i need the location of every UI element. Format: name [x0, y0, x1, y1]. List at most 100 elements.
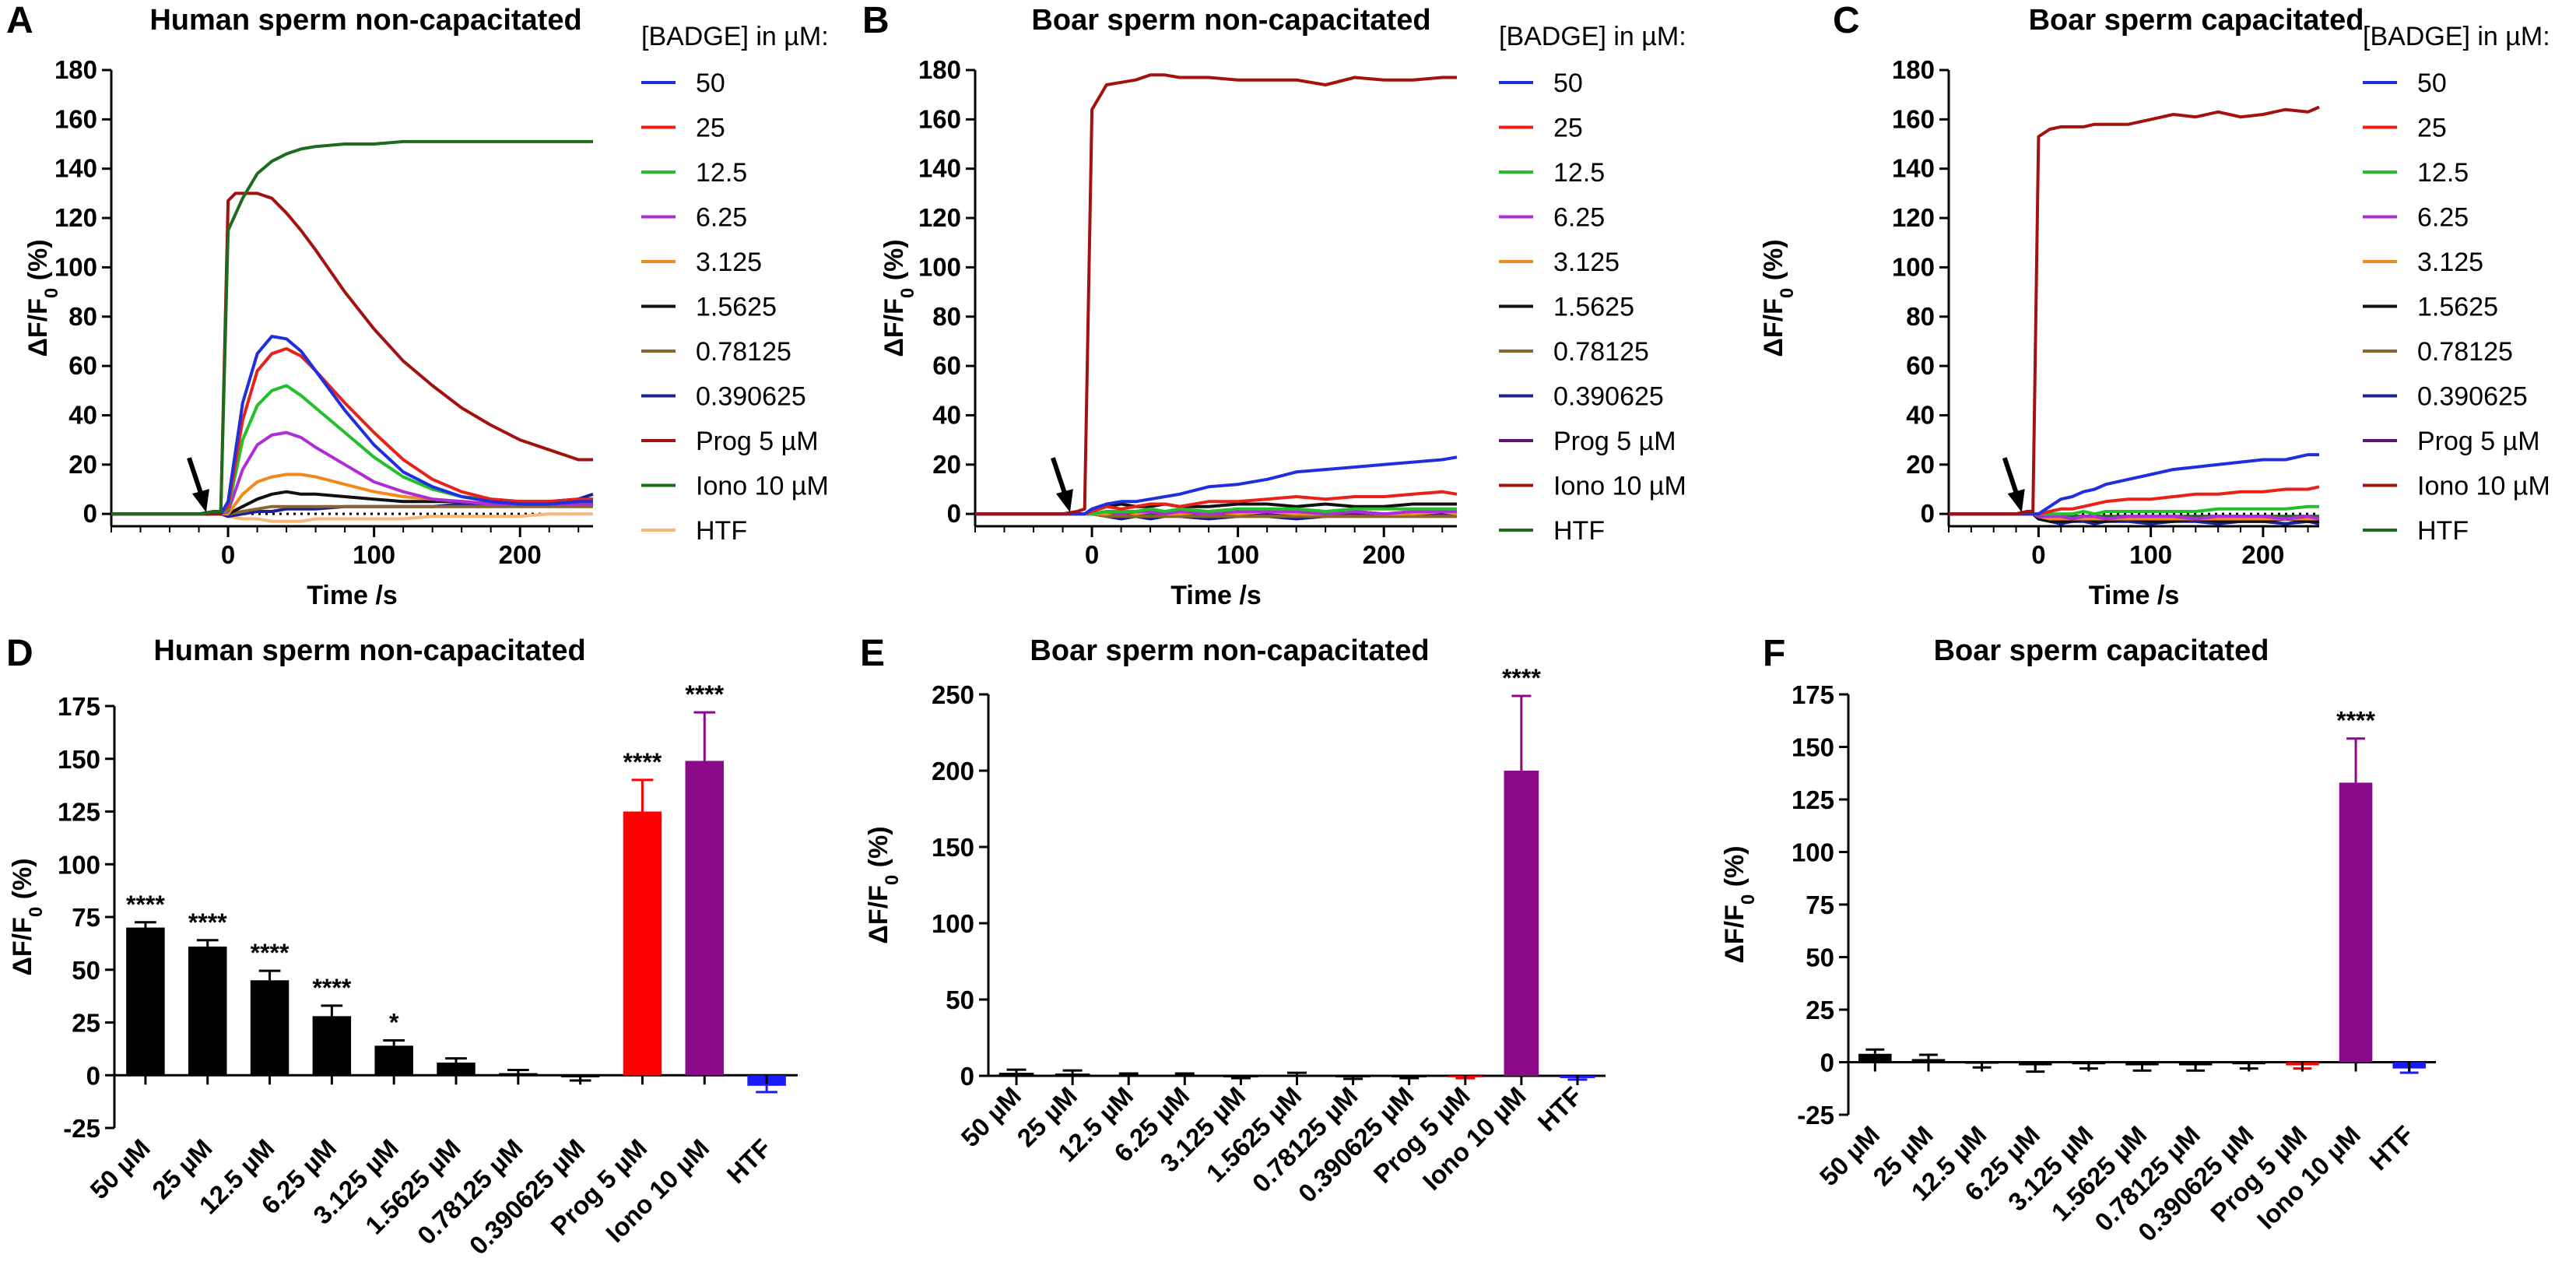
x-axis-label: Time /s: [2089, 581, 2180, 610]
series-line-iono-10-m: [975, 73, 1457, 516]
y-tick-label: 60: [1906, 351, 1935, 380]
series-line-50: [1949, 453, 2319, 516]
legend-entry: 12.5: [696, 158, 747, 188]
legend-title: [BADGE] in µM:: [2363, 22, 2550, 51]
y-axis-label-unit: (%): [23, 239, 53, 287]
y-tick-label: 200: [932, 757, 974, 785]
significance-label: ****: [188, 908, 227, 936]
panel-label: E: [860, 633, 885, 674]
y-tick-label: 80: [1906, 302, 1935, 331]
x-tick-label: 100: [353, 540, 395, 569]
y-axis-label: ΔF/F0 (%): [864, 826, 903, 943]
chart-panel-D: D Human sperm non-capacitated -25 0 25 50 75 10…: [6, 633, 798, 1260]
x-axis-label: Time /s: [1170, 581, 1262, 610]
bar: [998, 1073, 1034, 1076]
y-tick-label: 80: [932, 302, 961, 331]
bar: [188, 946, 227, 1076]
legend-entry: HTF: [1553, 516, 1605, 546]
chart-panel-A: A Human sperm non-capacitated 0 20 40 60 80 100…: [6, 0, 829, 610]
series-line-iono-10-m: [111, 139, 593, 516]
legend-entry: 1.5625: [1553, 293, 1634, 322]
y-axis-label-subscript: 0: [41, 288, 62, 298]
legend-entry: 6.25: [696, 203, 747, 233]
y-tick-label: 150: [58, 745, 100, 774]
legend-entry: 1.5625: [696, 293, 777, 322]
x-tick-label: 200: [499, 540, 542, 569]
y-tick-label: 0: [1921, 499, 1935, 528]
legend-entry: Prog 5 µM: [2417, 427, 2540, 456]
legend-entry: 3.125: [2417, 248, 2483, 277]
y-tick-label: 75: [72, 903, 100, 932]
panel-label: A: [6, 0, 33, 41]
legend-entry: HTF: [2417, 516, 2469, 546]
y-axis-label-unit: (%): [864, 826, 893, 874]
significance-label: *: [389, 1009, 399, 1037]
y-axis-label-main: ΔF/F: [1720, 905, 1750, 963]
legend-title: [BADGE] in µM:: [1499, 22, 1686, 51]
legend-entry: 12.5: [2417, 158, 2469, 188]
significance-label: ****: [126, 891, 165, 919]
x-tick-label: 200: [2241, 540, 2284, 569]
legend-entry: 3.125: [1553, 248, 1620, 277]
y-tick-label: 40: [932, 400, 961, 429]
x-tick-label: 0: [2031, 540, 2045, 569]
legend-entry: 50: [696, 69, 725, 98]
y-axis-label: ΔF/F0 (%): [23, 239, 62, 357]
y-tick-label: 175: [1792, 680, 1834, 709]
y-axis-label-unit: (%): [1759, 239, 1788, 287]
legend-title: [BADGE] in µM:: [641, 22, 829, 51]
y-tick-label: 140: [1892, 154, 1935, 183]
series-line-prog-5-m: [111, 191, 593, 516]
series-line-iono-10-m: [1949, 105, 2320, 516]
legend-entry: Prog 5 µM: [696, 427, 819, 456]
chart-panel-C: C Boar sperm capacitated 0 20 40 60 80 100 120 14…: [1759, 0, 2550, 610]
bar: [126, 927, 165, 1076]
y-axis-label-subscript: 0: [1777, 288, 1798, 298]
x-tick-label: 50 µM: [1814, 1120, 1885, 1191]
bar: [2339, 782, 2373, 1063]
x-tick-label: 50 µM: [84, 1133, 155, 1204]
y-tick-label: 50: [946, 986, 974, 1014]
y-tick-label: 0: [86, 1061, 100, 1090]
y-tick-label: 100: [932, 909, 974, 938]
y-tick-label: 180: [918, 55, 961, 84]
significance-label: ****: [1502, 664, 1541, 692]
significance-label: ****: [251, 939, 290, 967]
y-tick-label: 120: [54, 203, 97, 232]
bar: [1858, 1053, 1892, 1063]
legend-entry: 6.25: [2417, 203, 2469, 233]
y-tick-label: 125: [58, 798, 100, 827]
y-axis-label-main: ΔF/F: [879, 298, 909, 357]
y-axis-label-subscript: 0: [26, 907, 47, 917]
legend: [BADGE] in µM: 50 25 12.5 6.25 3.125 1.5625 0.7…: [641, 22, 829, 546]
bar: [374, 1045, 413, 1076]
legend-entry: 1.5625: [2417, 293, 2498, 322]
legend-entry: 25: [1553, 114, 1583, 143]
y-tick-label: 160: [1892, 104, 1935, 133]
legend-entry: Prog 5 µM: [1553, 427, 1676, 456]
y-tick-label: 20: [932, 450, 961, 479]
y-tick-label: 120: [1892, 203, 1935, 232]
series-line-25: [111, 346, 593, 516]
y-axis-label-subscript: 0: [1738, 894, 1759, 905]
y-axis-label: ΔF/F0 (%): [8, 858, 47, 975]
significance-label: ****: [2336, 707, 2375, 735]
x-tick-label: 100: [1216, 540, 1259, 569]
y-axis-label: ΔF/F0 (%): [879, 239, 918, 357]
y-tick-label: 140: [918, 154, 961, 183]
series-line-50: [975, 455, 1458, 516]
y-tick-label: 100: [1892, 252, 1935, 281]
y-tick-label: 25: [1806, 996, 1834, 1024]
bar: [437, 1062, 476, 1076]
legend-entry: 50: [2417, 69, 2447, 98]
legend-entry: 0.78125: [1553, 337, 1649, 367]
x-tick-label: 0: [221, 540, 235, 569]
y-tick-label: -25: [1797, 1101, 1834, 1130]
significance-label: ****: [623, 748, 662, 776]
panel-label: C: [1833, 0, 1860, 41]
y-axis-label-subscript: 0: [897, 288, 918, 298]
y-tick-label: 140: [54, 154, 97, 183]
x-tick-label: 200: [1363, 540, 1406, 569]
bar: [623, 811, 662, 1076]
x-axis-label: Time /s: [307, 581, 398, 610]
